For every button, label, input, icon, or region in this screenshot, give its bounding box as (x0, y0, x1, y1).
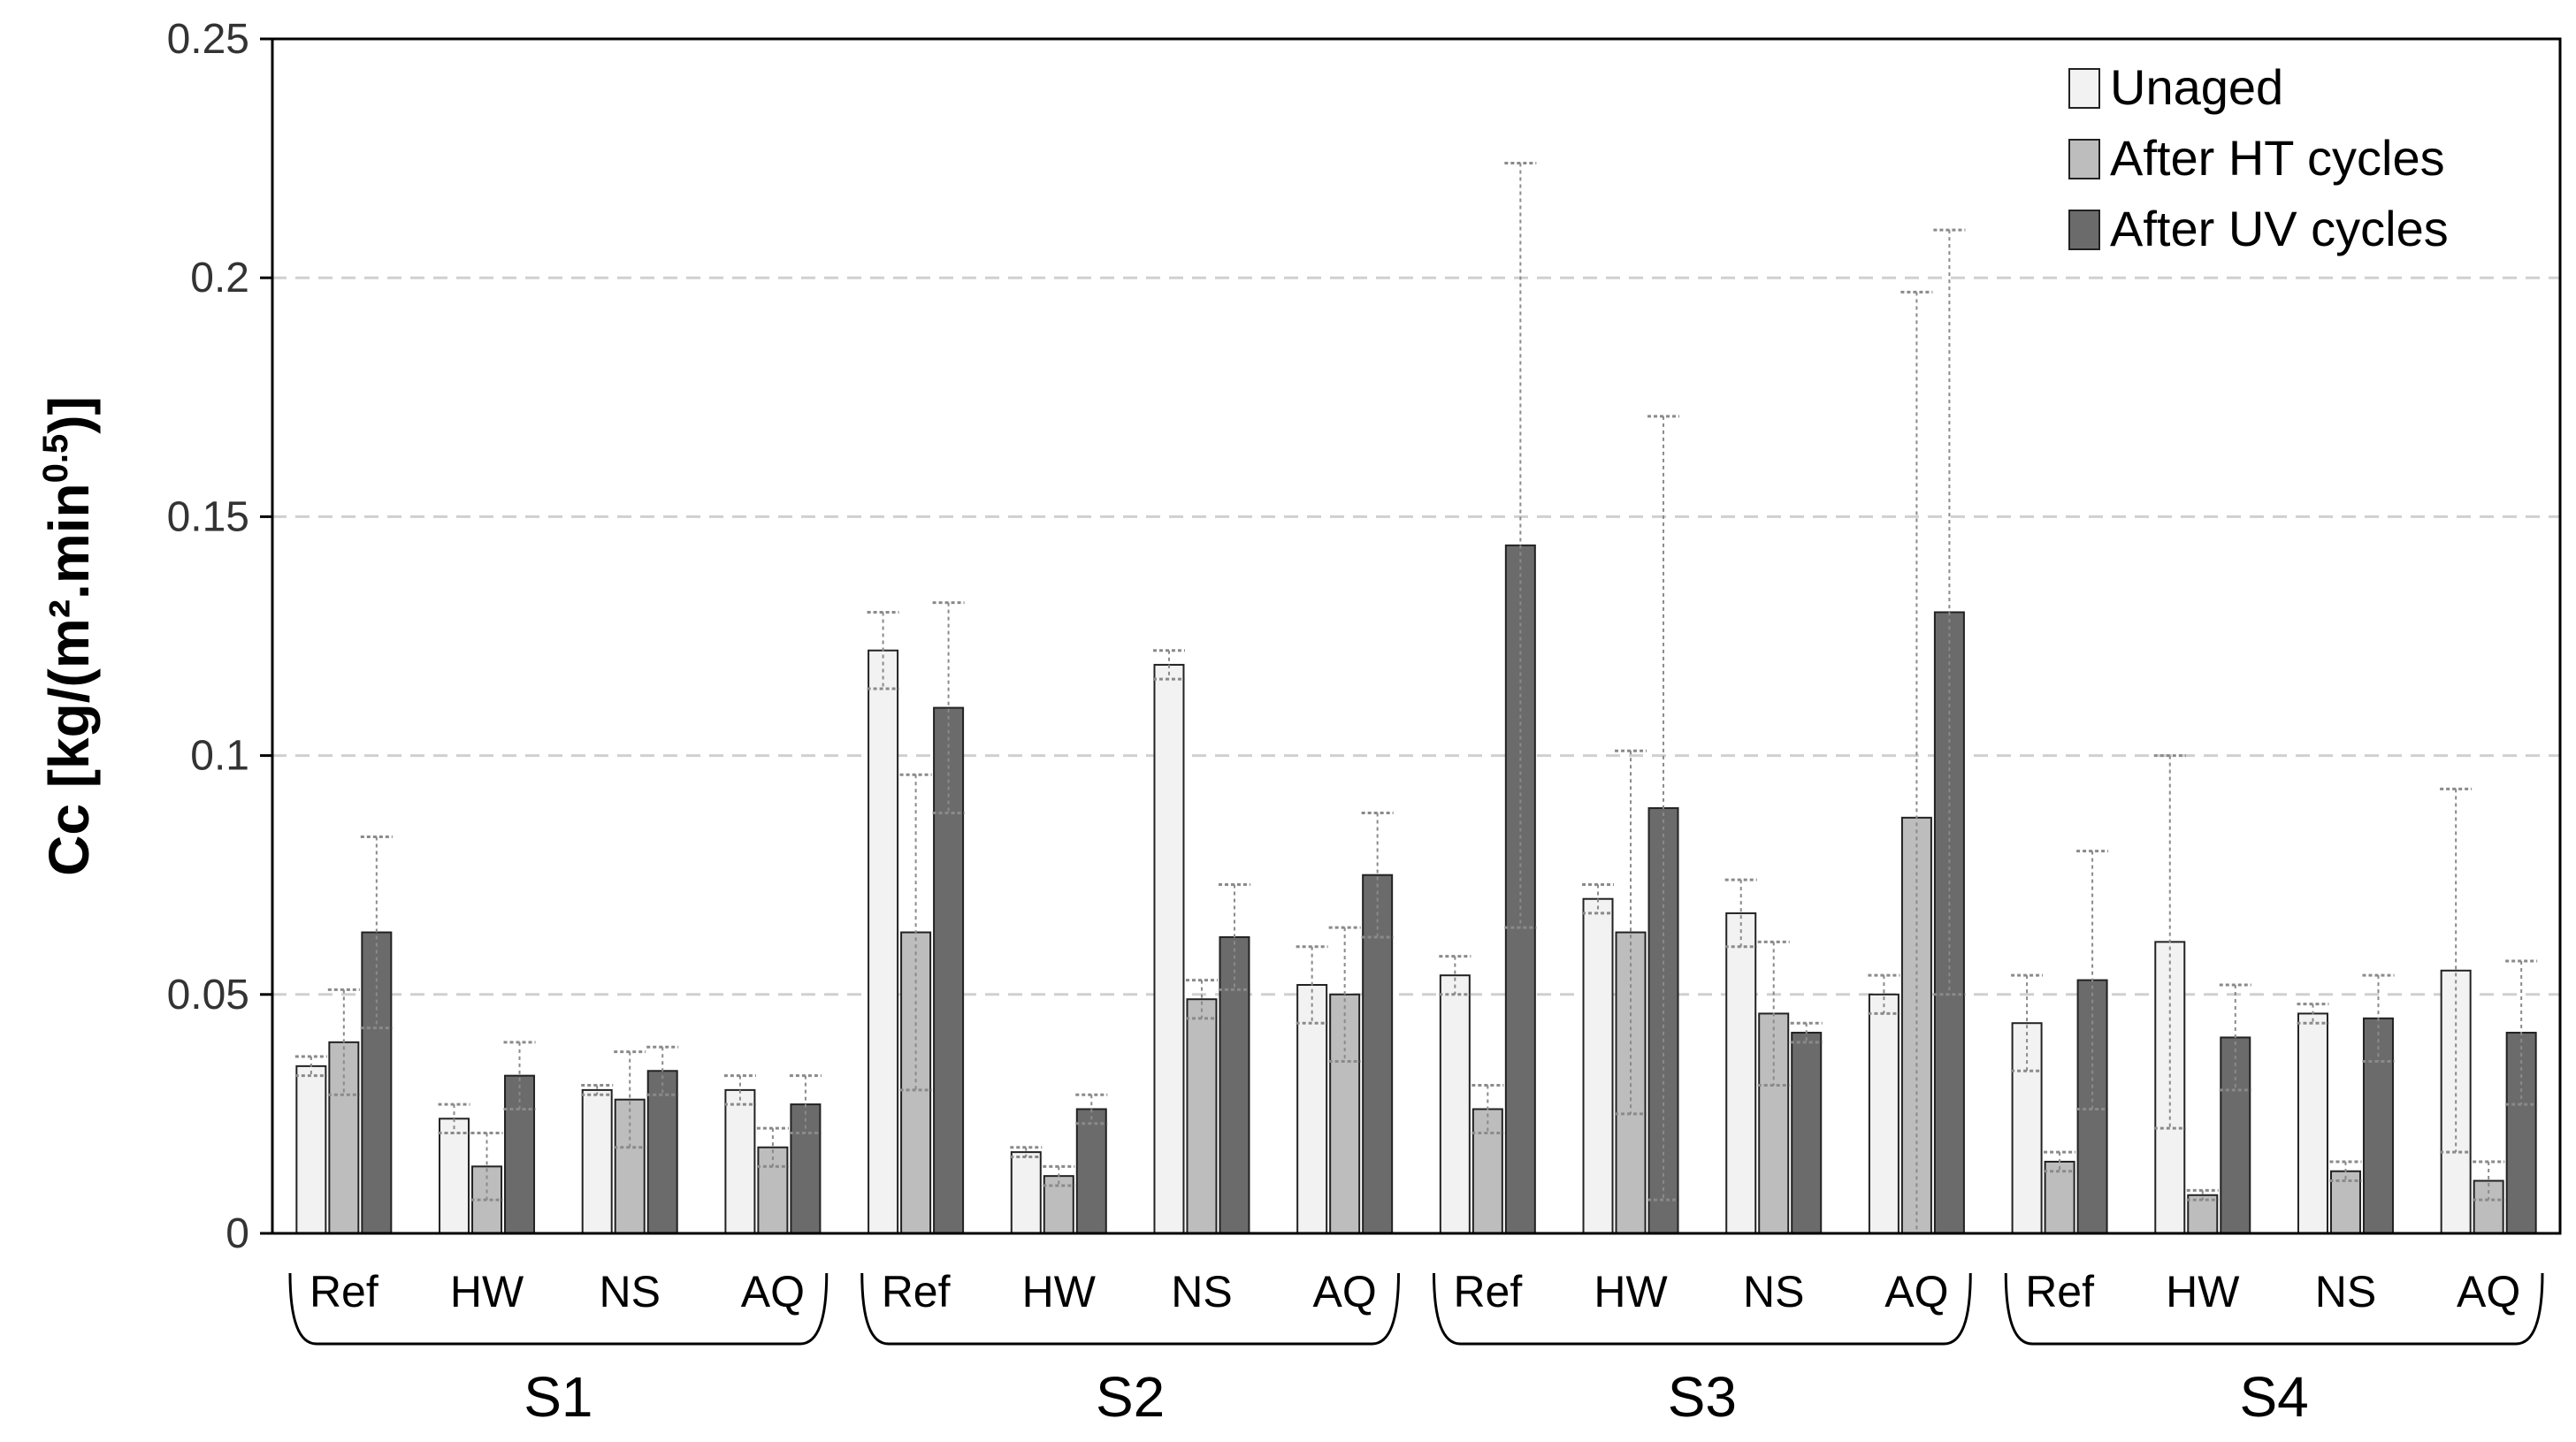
legend-swatch (2068, 210, 2100, 250)
bar (900, 931, 932, 1234)
bar (2187, 1194, 2219, 1234)
error-bars-layer (294, 162, 2538, 1235)
bar (361, 931, 393, 1234)
y-tick-label: 0.05 (167, 972, 249, 1019)
x-category-label: NS (1171, 1267, 1232, 1316)
group-brace (288, 1272, 829, 1346)
x-category-label: NS (599, 1267, 660, 1316)
group-label: S2 (1096, 1365, 1165, 1429)
bar (1791, 1032, 1823, 1234)
bar (757, 1146, 789, 1235)
bar (1362, 874, 1394, 1234)
y-axis-ticks: 0 0.05 0.1 0.15 0.2 0.25 (167, 16, 272, 1257)
y-tick-label: 0 (225, 1210, 249, 1257)
bar (1219, 935, 1250, 1235)
legend: Unaged After HT cycles After UV cycles (2068, 59, 2449, 256)
bar (2473, 1179, 2504, 1235)
x-category-label: AQ (1313, 1267, 1377, 1316)
bar (724, 1088, 756, 1234)
group-brace (860, 1272, 1400, 1346)
bar (581, 1088, 613, 1234)
grid-layer (272, 276, 2560, 996)
bar (1868, 993, 1900, 1235)
bar (614, 1098, 646, 1234)
bar (1186, 998, 1218, 1234)
bar (1329, 993, 1361, 1235)
group-label: S1 (524, 1365, 592, 1429)
x-category-label: Ref (882, 1267, 951, 1316)
y-tick-label: 0.25 (167, 16, 249, 63)
x-category-label: HW (2166, 1267, 2240, 1316)
x-category-label: NS (2315, 1267, 2376, 1316)
bar (1758, 1012, 1790, 1235)
bar (2362, 1017, 2394, 1234)
bar (1153, 663, 1185, 1234)
bar (1075, 1108, 1107, 1234)
bar (1010, 1151, 1042, 1234)
bar (439, 1118, 470, 1234)
legend-label: Unaged (2110, 59, 2283, 115)
bar (646, 1070, 678, 1235)
bar (790, 1103, 822, 1235)
bar (1615, 931, 1647, 1234)
group-brace (2004, 1272, 2544, 1346)
x-category-label: AQ (1884, 1267, 1948, 1316)
y-axis-label-sup: 0.5 (36, 434, 75, 484)
x-category-label: Ref (1453, 1267, 1522, 1316)
bar (1725, 912, 1757, 1234)
legend-swatch (2068, 68, 2100, 109)
bar (868, 649, 899, 1234)
x-category-label: AQ (2457, 1267, 2520, 1316)
group-label: S3 (1668, 1365, 1737, 1429)
y-axis-label-end: )] (37, 396, 101, 434)
x-category-label: Ref (310, 1267, 378, 1316)
bars-layer (295, 544, 2537, 1235)
x-category-label: AQ (741, 1267, 805, 1316)
bar (1582, 897, 1614, 1234)
x-axis-labels: Ref HW NS AQ S1 Ref HW NS AQ S2 Ref HW NS AQ S3 Ref HW NS… (288, 1267, 2544, 1429)
y-axis-label: Cc [kg/(m².min0.5)] (36, 396, 101, 876)
group-label: S4 (2239, 1365, 2308, 1429)
y-tick-label: 0.2 (190, 255, 249, 301)
x-category-label: HW (1594, 1267, 1668, 1316)
y-tick-label: 0.15 (167, 493, 249, 540)
x-category-label: NS (1743, 1267, 1804, 1316)
legend-label: After UV cycles (2110, 201, 2449, 256)
x-category-label: Ref (2025, 1267, 2094, 1316)
bar (2297, 1012, 2328, 1235)
legend-swatch (2068, 139, 2100, 179)
legend-label: After HT cycles (2110, 130, 2445, 186)
group-brace (1433, 1272, 1972, 1346)
plot-area-frame (271, 37, 2562, 1235)
bar (2154, 941, 2186, 1234)
bar (1439, 974, 1471, 1234)
bar (1504, 544, 1536, 1234)
x-category-label: HW (450, 1267, 524, 1316)
y-tick-label: 0.1 (190, 733, 249, 780)
bar (2220, 1036, 2251, 1235)
x-category-label: HW (1022, 1267, 1097, 1316)
y-axis-label-main: Cc [kg/(m².min (37, 483, 101, 875)
bar (295, 1064, 327, 1234)
